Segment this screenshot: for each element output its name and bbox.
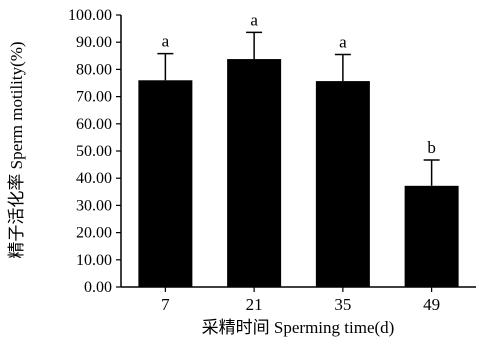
significance-label-49: b (427, 138, 436, 157)
bar-7 (138, 80, 193, 287)
bars-group (138, 59, 459, 288)
y-tick-label: 100.00 (68, 7, 112, 24)
significance-label-7: a (162, 32, 170, 51)
y-axis-title: 精子活化率 Sperm motility(%) (7, 41, 26, 258)
y-tick-label: 0.00 (84, 279, 112, 296)
bar-21 (227, 59, 282, 288)
error-bars-group (157, 31, 440, 186)
y-tick-label: 80.00 (76, 61, 112, 78)
y-tick-label: 40.00 (76, 170, 112, 187)
significance-label-21: a (250, 10, 258, 29)
x-tick-label-35: 35 (334, 295, 351, 314)
significance-label-35: a (339, 32, 347, 51)
y-tick-label: 90.00 (76, 34, 112, 51)
x-tick-label-49: 49 (423, 295, 440, 314)
y-tick-label: 50.00 (76, 143, 112, 160)
x-tick-label-21: 21 (246, 295, 263, 314)
bar-49 (404, 185, 459, 287)
axes: 0.00 10.00 20.00 30.00 40.00 50.00 60.00 70.00 8… (68, 7, 476, 296)
labels-group: a 7 a 21 a 35 b 49 (161, 10, 440, 314)
x-axis-title: 采精时间 Sperming time(d) (202, 318, 395, 337)
y-tick-label: 60.00 (76, 116, 112, 133)
bar-35 (315, 81, 370, 287)
y-tick-label: 70.00 (76, 89, 112, 106)
y-tick-label: 20.00 (76, 225, 112, 242)
y-tick-label: 30.00 (76, 197, 112, 214)
x-tick-label-7: 7 (161, 295, 170, 314)
y-tick-label: 10.00 (76, 252, 112, 269)
